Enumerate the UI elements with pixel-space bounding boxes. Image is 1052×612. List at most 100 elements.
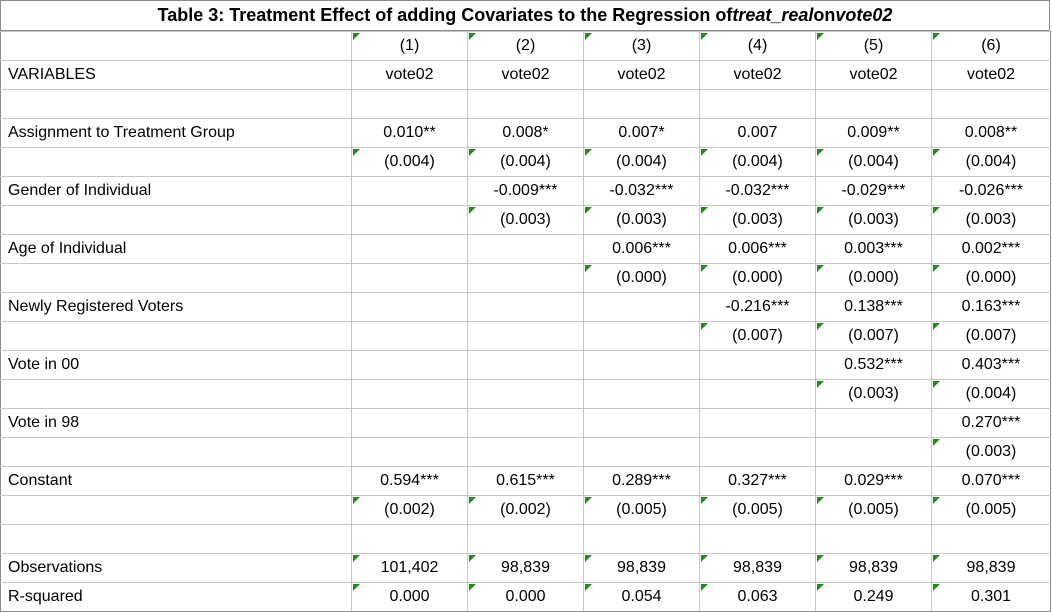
- value-cell[interactable]: 0.007: [699, 118, 816, 148]
- standard-error-cell[interactable]: (0.000): [931, 263, 1051, 293]
- value-cell[interactable]: 0.009**: [815, 118, 932, 148]
- value-cell[interactable]: 0.249: [815, 582, 932, 612]
- standard-error-cell[interactable]: (0.007): [931, 321, 1051, 351]
- value-cell[interactable]: [467, 321, 584, 351]
- value-cell[interactable]: [467, 263, 584, 293]
- value-cell[interactable]: 0.270***: [931, 408, 1051, 438]
- value-cell[interactable]: 0.532***: [815, 350, 932, 380]
- value-cell[interactable]: [467, 234, 584, 264]
- standard-error-cell[interactable]: (0.004): [583, 147, 700, 177]
- value-cell[interactable]: 0.000: [467, 582, 584, 612]
- value-cell[interactable]: [931, 524, 1051, 554]
- value-cell[interactable]: 0.054: [583, 582, 700, 612]
- value-cell[interactable]: [467, 350, 584, 380]
- value-cell[interactable]: [583, 292, 700, 322]
- value-cell[interactable]: [351, 350, 468, 380]
- value-cell[interactable]: [699, 350, 816, 380]
- value-cell[interactable]: 101,402: [351, 553, 468, 583]
- value-cell[interactable]: 0.002***: [931, 234, 1051, 264]
- value-cell[interactable]: [467, 408, 584, 438]
- value-cell[interactable]: [815, 408, 932, 438]
- row-label[interactable]: [0, 321, 352, 351]
- value-cell[interactable]: 98,839: [583, 553, 700, 583]
- value-cell[interactable]: -0.216***: [699, 292, 816, 322]
- standard-error-cell[interactable]: (0.005): [815, 495, 932, 525]
- value-cell[interactable]: [467, 89, 584, 119]
- value-cell[interactable]: -0.032***: [583, 176, 700, 206]
- standard-error-cell[interactable]: (0.002): [467, 495, 584, 525]
- dependent-variable[interactable]: vote02: [467, 60, 584, 90]
- value-cell[interactable]: [699, 408, 816, 438]
- standard-error-cell[interactable]: (0.004): [467, 147, 584, 177]
- value-cell[interactable]: [467, 379, 584, 409]
- row-label[interactable]: Assignment to Treatment Group: [0, 118, 352, 148]
- value-cell[interactable]: 0.289***: [583, 466, 700, 496]
- standard-error-cell[interactable]: (0.004): [931, 379, 1051, 409]
- value-cell[interactable]: 0.010**: [351, 118, 468, 148]
- standard-error-cell[interactable]: (0.000): [815, 263, 932, 293]
- standard-error-cell[interactable]: (0.003): [699, 205, 816, 235]
- column-number[interactable]: (6): [931, 31, 1051, 61]
- value-cell[interactable]: 0.007*: [583, 118, 700, 148]
- value-cell[interactable]: [583, 408, 700, 438]
- standard-error-cell[interactable]: (0.007): [815, 321, 932, 351]
- value-cell[interactable]: 0.006***: [699, 234, 816, 264]
- value-cell[interactable]: [815, 437, 932, 467]
- value-cell[interactable]: 0.003***: [815, 234, 932, 264]
- value-cell[interactable]: 0.029***: [815, 466, 932, 496]
- value-cell[interactable]: [351, 379, 468, 409]
- value-cell[interactable]: [351, 205, 468, 235]
- row-label[interactable]: Observations: [0, 553, 352, 583]
- value-cell[interactable]: [583, 437, 700, 467]
- value-cell[interactable]: 0.063: [699, 582, 816, 612]
- value-cell[interactable]: [815, 524, 932, 554]
- value-cell[interactable]: 0.008*: [467, 118, 584, 148]
- standard-error-cell[interactable]: (0.003): [931, 205, 1051, 235]
- value-cell[interactable]: [351, 321, 468, 351]
- value-cell[interactable]: [815, 89, 932, 119]
- column-number[interactable]: (5): [815, 31, 932, 61]
- value-cell[interactable]: [583, 89, 700, 119]
- value-cell[interactable]: [351, 292, 468, 322]
- dependent-variable[interactable]: vote02: [931, 60, 1051, 90]
- standard-error-cell[interactable]: (0.003): [931, 437, 1051, 467]
- value-cell[interactable]: [583, 321, 700, 351]
- row-label[interactable]: [0, 437, 352, 467]
- value-cell[interactable]: [699, 379, 816, 409]
- column-number[interactable]: (3): [583, 31, 700, 61]
- value-cell[interactable]: 0.594***: [351, 466, 468, 496]
- standard-error-cell[interactable]: (0.003): [815, 205, 932, 235]
- value-cell[interactable]: [351, 437, 468, 467]
- value-cell[interactable]: 98,839: [699, 553, 816, 583]
- value-cell[interactable]: 0.615***: [467, 466, 584, 496]
- value-cell[interactable]: [699, 437, 816, 467]
- row-label[interactable]: [0, 495, 352, 525]
- value-cell[interactable]: 0.070***: [931, 466, 1051, 496]
- value-cell[interactable]: 98,839: [815, 553, 932, 583]
- standard-error-cell[interactable]: (0.003): [467, 205, 584, 235]
- value-cell[interactable]: -0.009***: [467, 176, 584, 206]
- standard-error-cell[interactable]: (0.002): [351, 495, 468, 525]
- value-cell[interactable]: [351, 408, 468, 438]
- variables-header[interactable]: VARIABLES: [0, 60, 352, 90]
- dependent-variable[interactable]: vote02: [583, 60, 700, 90]
- row-label[interactable]: Newly Registered Voters: [0, 292, 352, 322]
- standard-error-cell[interactable]: (0.003): [815, 379, 932, 409]
- row-label[interactable]: [0, 147, 352, 177]
- standard-error-cell[interactable]: (0.004): [351, 147, 468, 177]
- value-cell[interactable]: 0.301: [931, 582, 1051, 612]
- standard-error-cell[interactable]: (0.005): [931, 495, 1051, 525]
- value-cell[interactable]: 0.008**: [931, 118, 1051, 148]
- row-label[interactable]: [0, 89, 352, 119]
- value-cell[interactable]: -0.032***: [699, 176, 816, 206]
- standard-error-cell[interactable]: (0.005): [583, 495, 700, 525]
- row-label[interactable]: Age of Individual: [0, 234, 352, 264]
- value-cell[interactable]: 0.000: [351, 582, 468, 612]
- row-label[interactable]: Constant: [0, 466, 352, 496]
- value-cell[interactable]: 98,839: [467, 553, 584, 583]
- standard-error-cell[interactable]: (0.003): [583, 205, 700, 235]
- column-number[interactable]: (4): [699, 31, 816, 61]
- value-cell[interactable]: [351, 89, 468, 119]
- row-label[interactable]: Gender of Individual: [0, 176, 352, 206]
- value-cell[interactable]: [699, 89, 816, 119]
